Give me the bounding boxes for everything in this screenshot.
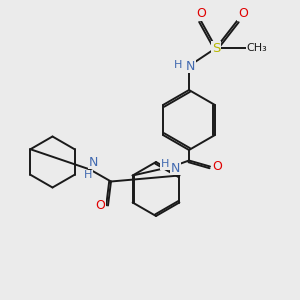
Text: O: O: [213, 160, 222, 173]
Text: O: O: [96, 199, 105, 212]
Text: O: O: [196, 7, 206, 20]
Text: O: O: [238, 7, 248, 20]
Text: S: S: [212, 41, 220, 55]
Text: H: H: [174, 59, 183, 70]
Text: N: N: [186, 59, 195, 73]
Text: CH₃: CH₃: [246, 43, 267, 53]
Text: H: H: [161, 159, 169, 169]
Text: N: N: [88, 155, 98, 169]
Text: N: N: [171, 161, 180, 175]
Text: H: H: [84, 170, 93, 181]
